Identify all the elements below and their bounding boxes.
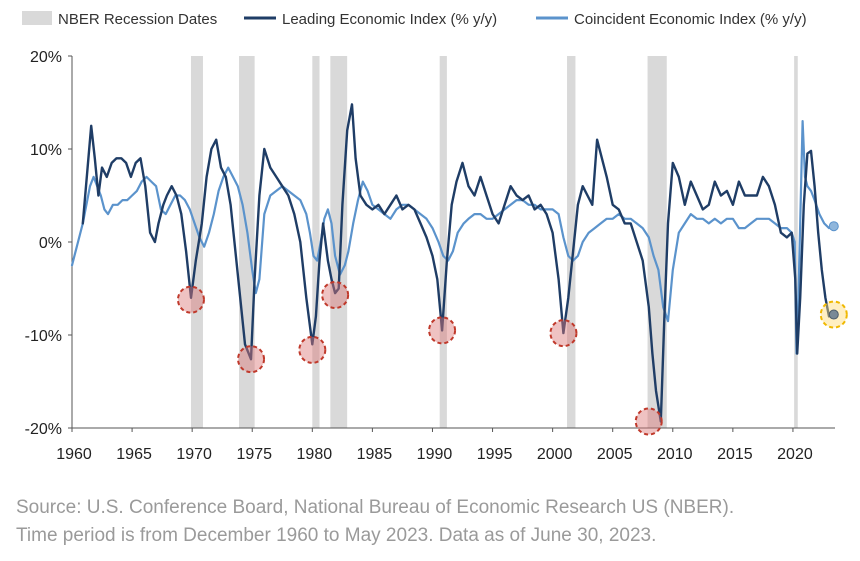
recession-bands [190, 56, 798, 428]
x-tick-label: 1965 [116, 446, 152, 463]
trough-markers [176, 221, 848, 436]
trough-marker-4 [428, 316, 457, 345]
y-tick-label: -10% [25, 328, 62, 345]
y-tick-label: -20% [25, 421, 62, 438]
x-tick-label: 1960 [56, 446, 92, 463]
legend-recession-label: NBER Recession Dates [58, 11, 217, 28]
y-tick-label: 0% [39, 235, 62, 252]
x-tick-label: 2000 [537, 446, 573, 463]
x-tick-label: 1990 [417, 446, 453, 463]
trough-marker-6 [634, 407, 663, 436]
leading-endpoint-dot [828, 309, 839, 320]
recession-band-3 [330, 56, 348, 428]
recession-band-0 [190, 56, 203, 428]
source-line-1: Source: U.S. Conference Board, National … [16, 497, 735, 518]
legend-coincident-label: Coincident Economic Index (% y/y) [574, 11, 807, 28]
x-tick-label: 1995 [477, 446, 513, 463]
coincident-endpoint-dot [828, 221, 839, 232]
x-tick-label: 1985 [357, 446, 393, 463]
legend-leading-label: Leading Economic Index (% y/y) [282, 11, 497, 28]
source-note: Source: U.S. Conference Board, National … [16, 494, 846, 550]
trough-marker-2 [298, 335, 327, 364]
x-tick-label: 1975 [236, 446, 272, 463]
y-tick-label: 10% [30, 142, 62, 159]
x-tick-label: 1980 [297, 446, 333, 463]
source-line-2: Time period is from December 1960 to May… [16, 525, 657, 546]
series-lines [70, 103, 835, 423]
x-tick-label: 1970 [176, 446, 212, 463]
recession-band-5 [567, 56, 576, 428]
recession-band-6 [647, 56, 667, 428]
x-tick-label: 2020 [777, 446, 813, 463]
legend-recession-swatch [22, 11, 52, 25]
economic-index-chart: NBER Recession Dates Leading Economic In… [22, 11, 848, 463]
leading-index-line [81, 103, 835, 423]
x-tick-label: 2005 [597, 446, 633, 463]
y-tick-label: 20% [30, 49, 62, 66]
trough-marker-0 [176, 285, 205, 314]
x-axis-labels: 1960 1965 1970 1975 1980 1985 1990 1995 2000 2005… [56, 446, 813, 463]
trough-marker-1 [237, 345, 266, 374]
x-tick-label: 2015 [717, 446, 753, 463]
recession-band-4 [439, 56, 447, 428]
y-axis-labels: 20% 10% 0% -10% -20% [25, 49, 62, 438]
axes [68, 55, 835, 432]
x-tick-label: 2010 [657, 446, 693, 463]
recession-band-2 [312, 56, 320, 428]
trough-marker-3 [321, 281, 350, 310]
legend: NBER Recession Dates Leading Economic In… [22, 11, 807, 28]
trough-marker-5 [549, 319, 578, 348]
coincident-index-line [70, 119, 835, 355]
recession-band-7 [794, 56, 798, 428]
